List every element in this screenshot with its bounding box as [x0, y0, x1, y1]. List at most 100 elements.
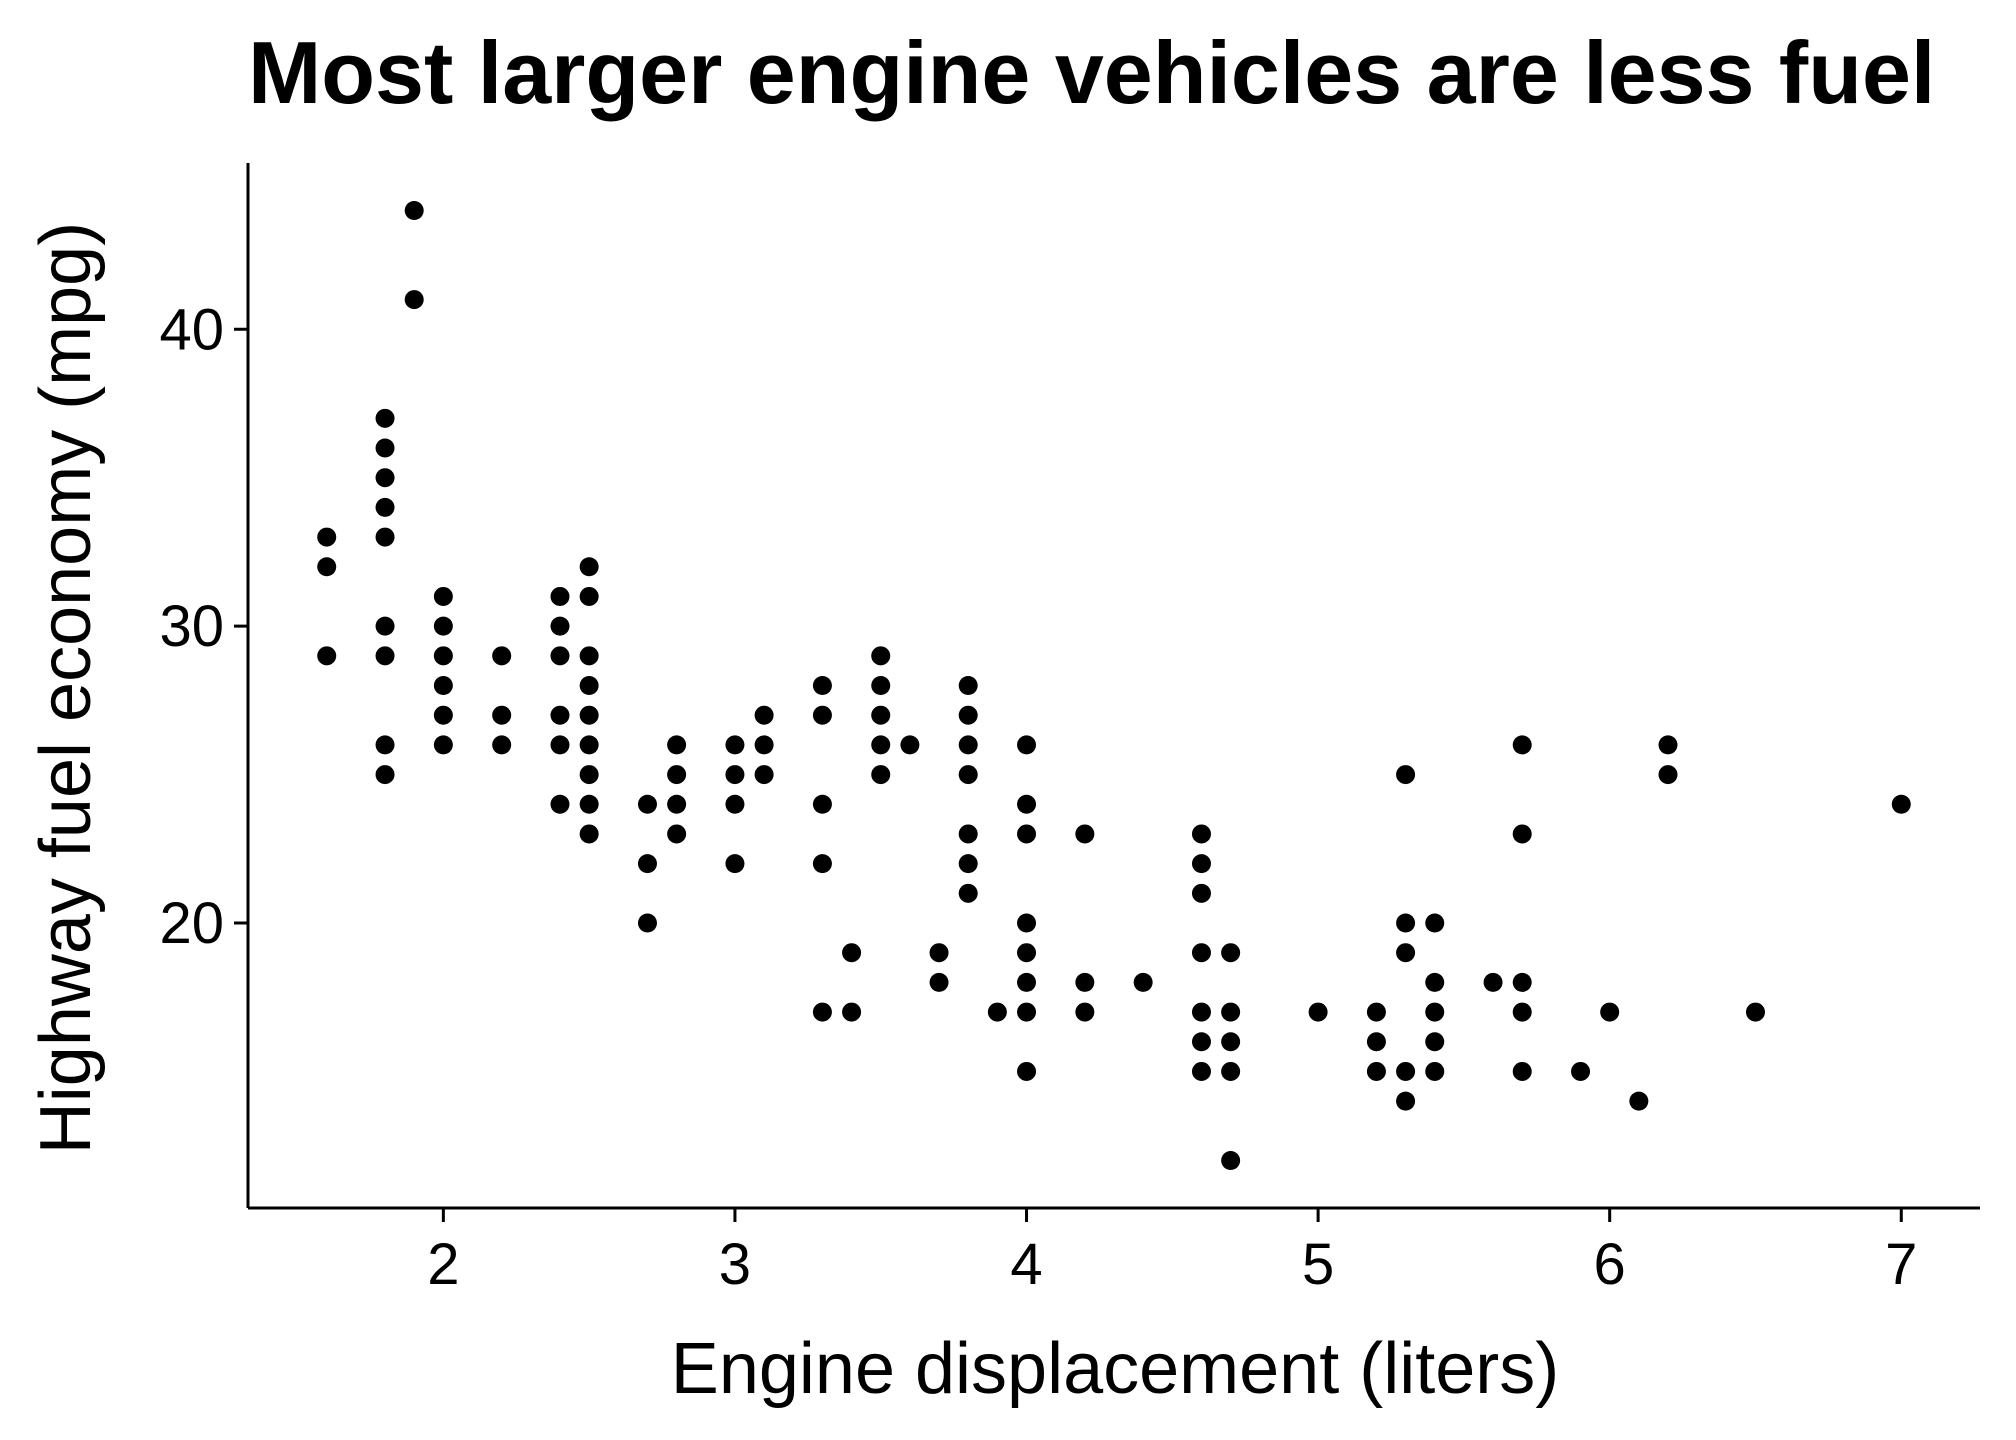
data-point: [871, 646, 891, 666]
data-point: [958, 883, 978, 903]
data-point: [317, 557, 337, 577]
data-point: [433, 735, 453, 755]
data-point: [871, 676, 891, 695]
data-point: [579, 824, 599, 844]
y-tick-label: 20: [159, 891, 224, 956]
data-point: [375, 468, 395, 488]
data-point: [725, 765, 745, 785]
data-point: [1512, 1061, 1532, 1081]
data-point: [1221, 943, 1241, 963]
data-point: [579, 557, 599, 577]
data-point: [375, 438, 395, 458]
data-point: [404, 201, 424, 220]
data-point: [1366, 1002, 1386, 1022]
plot-area: 20 30 40 2 3 4 5 6 7: [159, 163, 1980, 1297]
data-point: [1600, 1002, 1620, 1022]
data-point: [1017, 735, 1037, 755]
data-point: [1191, 1061, 1211, 1081]
data-point: [667, 765, 687, 785]
data-point: [929, 972, 949, 992]
data-point: [1075, 824, 1095, 844]
data-point: [375, 408, 395, 428]
data-point: [1308, 1002, 1328, 1022]
data-point: [754, 705, 774, 725]
data-point: [637, 913, 657, 933]
data-point: [317, 527, 337, 547]
data-point: [375, 527, 395, 547]
data-point: [1512, 824, 1532, 844]
data-point: [812, 794, 832, 814]
data-point: [1658, 735, 1678, 755]
data-point: [812, 854, 832, 874]
data-point: [579, 586, 599, 606]
data-point: [725, 735, 745, 755]
data-point: [1017, 824, 1037, 844]
data-point: [375, 497, 395, 517]
data-point: [637, 794, 657, 814]
data-point: [1571, 1061, 1591, 1081]
data-point: [1425, 1002, 1445, 1022]
data-point: [1191, 883, 1211, 903]
data-point: [667, 735, 687, 755]
data-point: [579, 705, 599, 725]
data-point: [1017, 794, 1037, 814]
data-point: [812, 676, 832, 695]
data-point: [1191, 824, 1211, 844]
data-point: [433, 586, 453, 606]
data-point: [1629, 1091, 1649, 1111]
x-axis-title: Engine displacement (liters): [671, 1329, 1559, 1409]
data-point: [579, 676, 599, 695]
data-point: [1891, 794, 1911, 814]
data-point: [375, 646, 395, 666]
data-point: [579, 794, 599, 814]
x-tick-label: 5: [1302, 1232, 1334, 1297]
data-point: [958, 765, 978, 785]
data-point: [375, 616, 395, 636]
data-point: [1017, 913, 1037, 933]
data-point: [1075, 972, 1095, 992]
data-point: [1366, 1061, 1386, 1081]
data-point: [812, 1002, 832, 1022]
data-point: [1658, 765, 1678, 785]
y-axis-title: Highway fuel economy (mpg): [26, 222, 106, 1154]
data-points: [317, 201, 1911, 1170]
data-point: [725, 854, 745, 874]
y-tick-label: 30: [159, 594, 224, 659]
data-point: [404, 290, 424, 310]
data-point: [1221, 1151, 1241, 1170]
data-point: [1017, 1061, 1037, 1081]
data-point: [1396, 1061, 1416, 1081]
data-point: [667, 824, 687, 844]
data-point: [492, 705, 512, 725]
data-point: [375, 735, 395, 755]
data-point: [492, 735, 512, 755]
data-point: [1191, 1032, 1211, 1052]
x-tick-label: 3: [719, 1232, 751, 1297]
data-point: [1512, 1002, 1532, 1022]
data-point: [754, 765, 774, 785]
data-point: [1745, 1002, 1765, 1022]
data-point: [958, 676, 978, 695]
data-point: [1366, 1032, 1386, 1052]
data-point: [1191, 854, 1211, 874]
data-point: [900, 735, 920, 755]
data-point: [550, 705, 570, 725]
data-point: [579, 735, 599, 755]
data-point: [987, 1002, 1007, 1022]
data-point: [754, 735, 774, 755]
data-point: [1191, 943, 1211, 963]
data-point: [1221, 1061, 1241, 1081]
data-point: [871, 705, 891, 725]
data-point: [929, 943, 949, 963]
data-point: [550, 646, 570, 666]
data-point: [958, 824, 978, 844]
x-tick-label: 6: [1594, 1232, 1626, 1297]
data-point: [1425, 972, 1445, 992]
data-point: [1017, 1002, 1037, 1022]
data-point: [1221, 1002, 1241, 1022]
data-point: [317, 646, 337, 666]
data-point: [842, 1002, 862, 1022]
data-point: [550, 735, 570, 755]
y-tick-label: 40: [159, 297, 224, 362]
